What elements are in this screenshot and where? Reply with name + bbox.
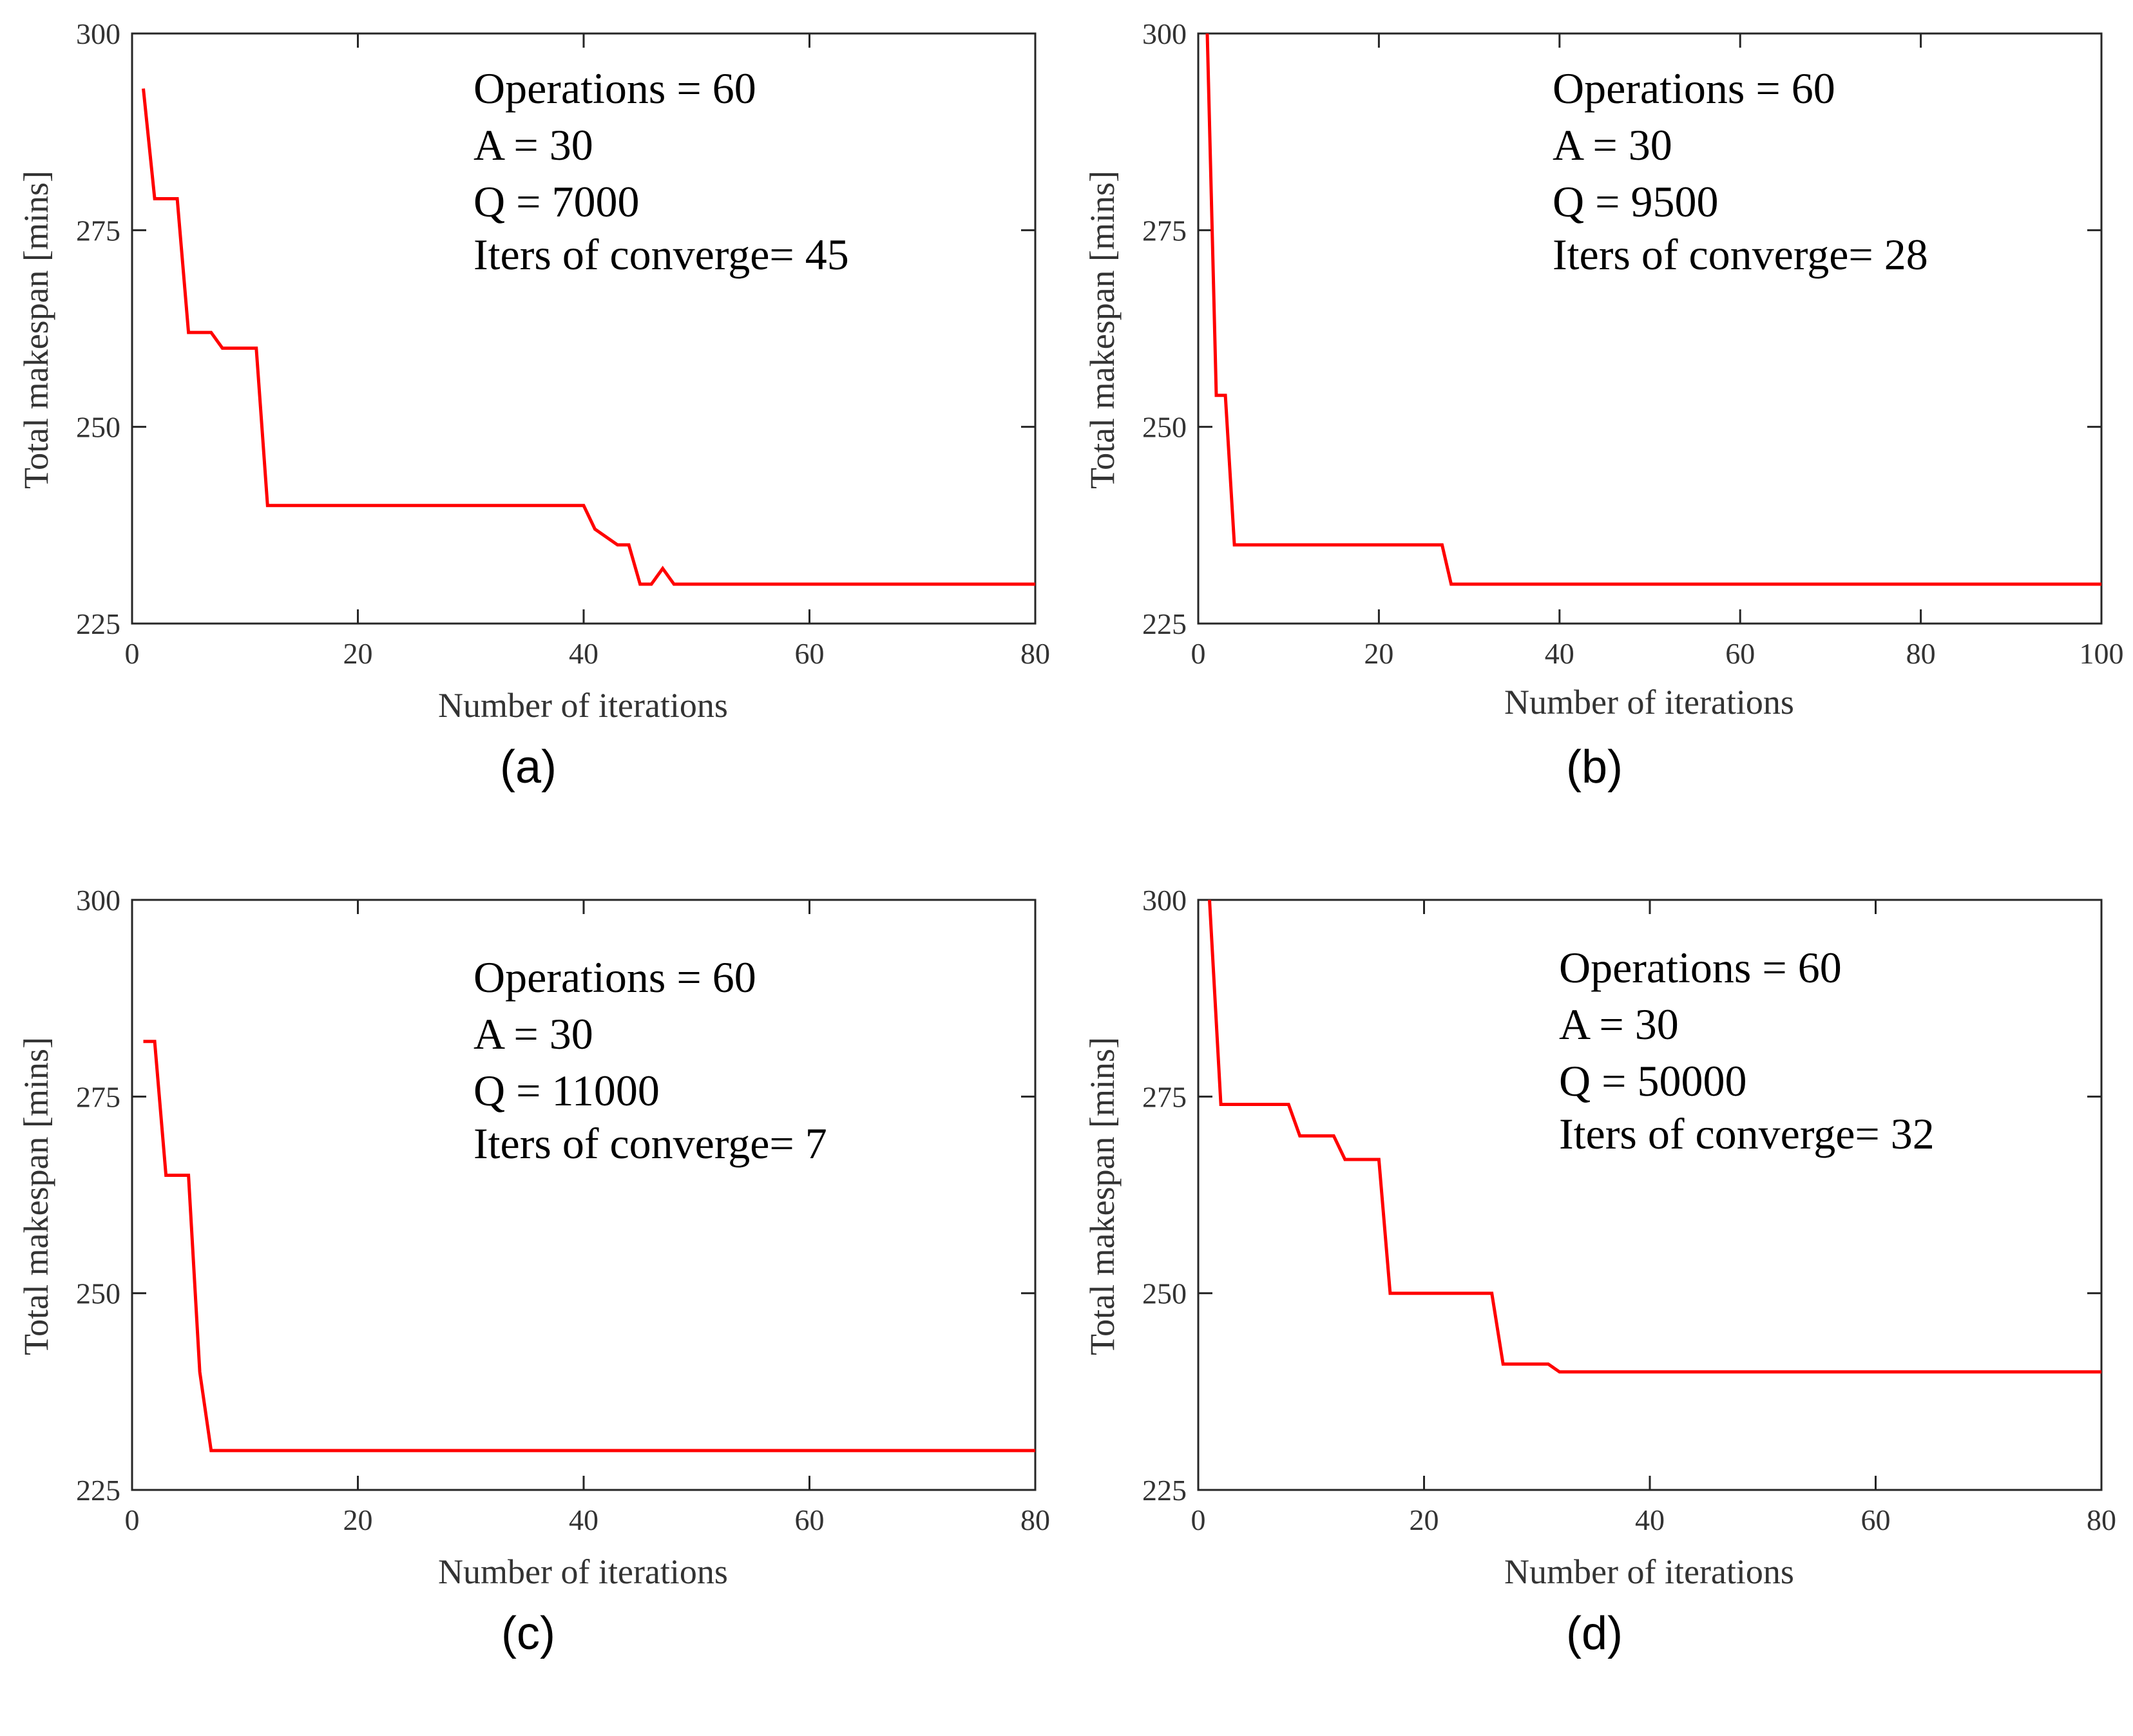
annotation-line: Q = 7000 — [473, 177, 639, 226]
plot-area: 0 20 40 60 80 100 225 250 275 300 — [1142, 17, 2124, 670]
y-axis-label: Total makespan [mins] — [17, 171, 55, 489]
y-tick-label: 275 — [1142, 1080, 1187, 1113]
x-tick-label: 0 — [125, 637, 140, 670]
x-tick-label: 60 — [795, 1503, 825, 1536]
chart-a-svg: 0 20 40 60 80 225 250 275 300 Operations = 60 A … — [17, 17, 1050, 725]
annotation-line: Operations = 60 — [473, 953, 756, 1002]
x-tick-label: 40 — [1635, 1503, 1665, 1536]
x-axis-label: Number of iterations — [438, 1552, 728, 1591]
panel-caption: (b) — [1566, 741, 1623, 793]
y-tick-label: 225 — [1142, 1474, 1187, 1507]
series-line — [1205, 33, 2101, 586]
annotation-line: Iters of converge= 28 — [1553, 230, 1928, 279]
x-tick-label: 0 — [1191, 637, 1206, 670]
plot-area: 0 20 40 60 80 225 250 275 300 — [76, 17, 1050, 670]
panel-caption: (a) — [500, 741, 557, 793]
annotation-line: Iters of converge= 7 — [473, 1119, 827, 1168]
annotation-line: A = 30 — [473, 120, 593, 169]
annotation-line: A = 30 — [473, 1009, 593, 1058]
x-tick-label: 40 — [569, 1503, 598, 1536]
chart-c-svg: 0 20 40 60 80 225 250 275 300 Operations = 60 A … — [17, 884, 1050, 1591]
x-tick-label: 80 — [2087, 1503, 2116, 1536]
y-tick-label: 250 — [76, 1277, 120, 1310]
x-axis-label: Number of iterations — [1504, 683, 1794, 721]
x-tick-label: 40 — [569, 637, 598, 670]
panel-caption: (d) — [1566, 1608, 1623, 1659]
chart-annotation: Operations = 60 A = 30 Q = 50000 Iters o… — [1559, 943, 1935, 1158]
annotation-line: Q = 11000 — [473, 1066, 660, 1115]
x-axis-label: Number of iterations — [1504, 1552, 1794, 1591]
annotation-line: Iters of converge= 45 — [473, 230, 849, 279]
y-tick-label: 300 — [76, 17, 120, 50]
x-tick-label: 20 — [1410, 1503, 1439, 1536]
series-line — [142, 88, 1035, 586]
y-axis-label: Total makespan [mins] — [1083, 171, 1122, 489]
plot-area: 0 20 40 60 80 225 250 275 300 — [1142, 884, 2116, 1536]
y-tick-label: 250 — [76, 411, 120, 444]
annotation-line: Operations = 60 — [473, 64, 756, 113]
chart-d-svg: 0 20 40 60 80 225 250 275 300 Operations = 60 A … — [1083, 884, 2116, 1591]
chart-panel-d: 0 20 40 60 80 225 250 275 300 Operations = 60 A … — [1066, 866, 2123, 1723]
x-tick-label: 20 — [343, 1503, 373, 1536]
y-tick-label: 300 — [76, 884, 120, 917]
chart-annotation: Operations = 60 A = 30 Q = 9500 Iters of… — [1553, 64, 1928, 279]
chart-panel-a: 0 20 40 60 80 225 250 275 300 Operations = 60 A … — [0, 0, 1057, 857]
x-tick-label: 0 — [1191, 1503, 1206, 1536]
y-axis-label: Total makespan [mins] — [17, 1037, 55, 1355]
y-tick-label: 275 — [76, 214, 120, 247]
series-line — [143, 1040, 1035, 1453]
x-tick-label: 20 — [343, 637, 373, 670]
x-tick-label: 40 — [1545, 637, 1574, 670]
x-axis-label: Number of iterations — [438, 686, 728, 725]
y-tick-label: 275 — [76, 1080, 120, 1113]
y-tick-label: 225 — [76, 607, 120, 640]
x-tick-label: 60 — [795, 637, 825, 670]
annotation-line: Iters of converge= 32 — [1559, 1109, 1935, 1158]
y-tick-label: 300 — [1142, 884, 1187, 917]
annotation-line: Operations = 60 — [1553, 64, 1835, 113]
x-tick-label: 100 — [2080, 637, 2124, 670]
chart-panel-b: 0 20 40 60 80 100 225 250 275 300 Operations = 60… — [1066, 0, 2124, 857]
series-line — [1208, 899, 2101, 1374]
y-tick-label: 250 — [1142, 1277, 1187, 1310]
annotation-line: A = 30 — [1553, 120, 1672, 169]
annotation-line: A = 30 — [1559, 1000, 1679, 1049]
plot-area: 0 20 40 60 80 225 250 275 300 — [76, 884, 1050, 1536]
y-tick-label: 300 — [1142, 17, 1187, 50]
y-tick-label: 225 — [76, 1474, 120, 1507]
annotation-line: Q = 50000 — [1559, 1056, 1746, 1105]
y-tick-label: 275 — [1142, 214, 1187, 247]
x-tick-label: 60 — [1725, 637, 1755, 670]
y-tick-label: 225 — [1142, 607, 1187, 640]
chart-b-svg: 0 20 40 60 80 100 225 250 275 300 Operations = 60… — [1083, 17, 2124, 721]
x-tick-label: 20 — [1364, 637, 1393, 670]
y-axis-label: Total makespan [mins] — [1083, 1037, 1122, 1355]
x-tick-label: 80 — [1906, 637, 1936, 670]
annotation-line: Q = 9500 — [1553, 177, 1718, 226]
x-tick-label: 80 — [1020, 637, 1050, 670]
x-tick-label: 0 — [125, 1503, 140, 1536]
axes-box — [1197, 32, 2103, 625]
panel-caption: (c) — [501, 1608, 555, 1659]
chart-panel-c: 0 20 40 60 80 225 250 275 300 Operations = 60 A … — [0, 866, 1057, 1723]
chart-annotation: Operations = 60 A = 30 Q = 7000 Iters of… — [473, 64, 849, 279]
x-tick-label: 80 — [1020, 1503, 1050, 1536]
x-tick-label: 60 — [1861, 1503, 1891, 1536]
annotation-line: Operations = 60 — [1559, 943, 1842, 992]
y-tick-label: 250 — [1142, 411, 1187, 444]
chart-annotation: Operations = 60 A = 30 Q = 11000 Iters o… — [473, 953, 827, 1168]
